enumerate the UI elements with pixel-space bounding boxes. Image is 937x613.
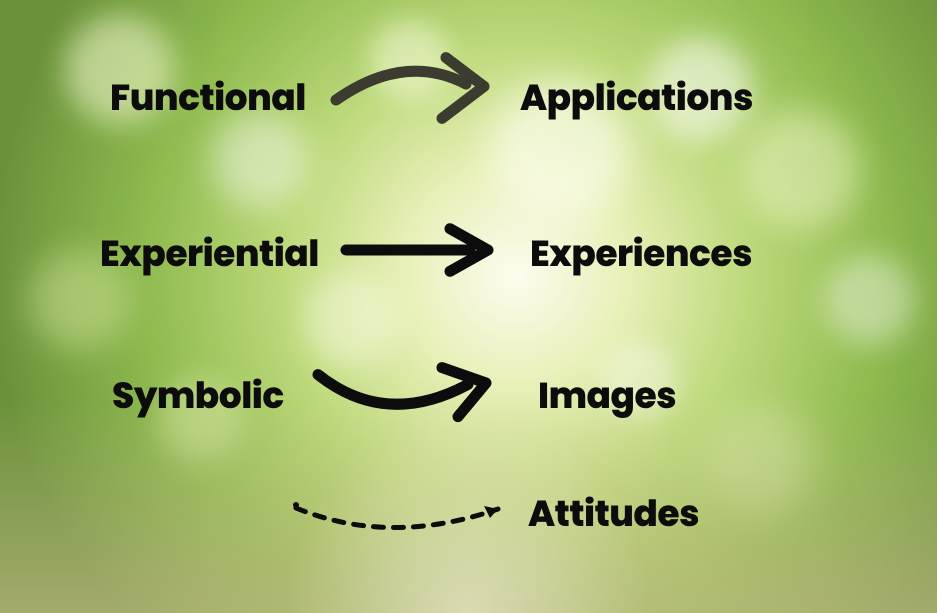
label-right-0: Applications: [520, 70, 753, 125]
arrow-straight-icon: [340, 222, 500, 278]
arrow-symbolic: [310, 362, 500, 432]
label-left-0: Functional: [110, 70, 306, 125]
arrow-attitudes: [286, 494, 516, 544]
arrow-dashed-curve-icon: [286, 494, 516, 544]
label-right-3: Attitudes: [528, 486, 699, 541]
arrow-functional: [328, 48, 498, 128]
arrow-experiential: [340, 222, 500, 278]
arrow-curved-down-up-icon: [310, 362, 500, 432]
label-right-1: Experiences: [530, 226, 752, 281]
label-left-1: Experiential: [100, 226, 319, 281]
label-right-2: Images: [538, 368, 676, 423]
arrow-curved-up-icon: [328, 48, 498, 128]
diagram-canvas: Functional Applications Experiential Experi…: [0, 0, 937, 613]
label-left-2: Symbolic: [112, 368, 284, 423]
